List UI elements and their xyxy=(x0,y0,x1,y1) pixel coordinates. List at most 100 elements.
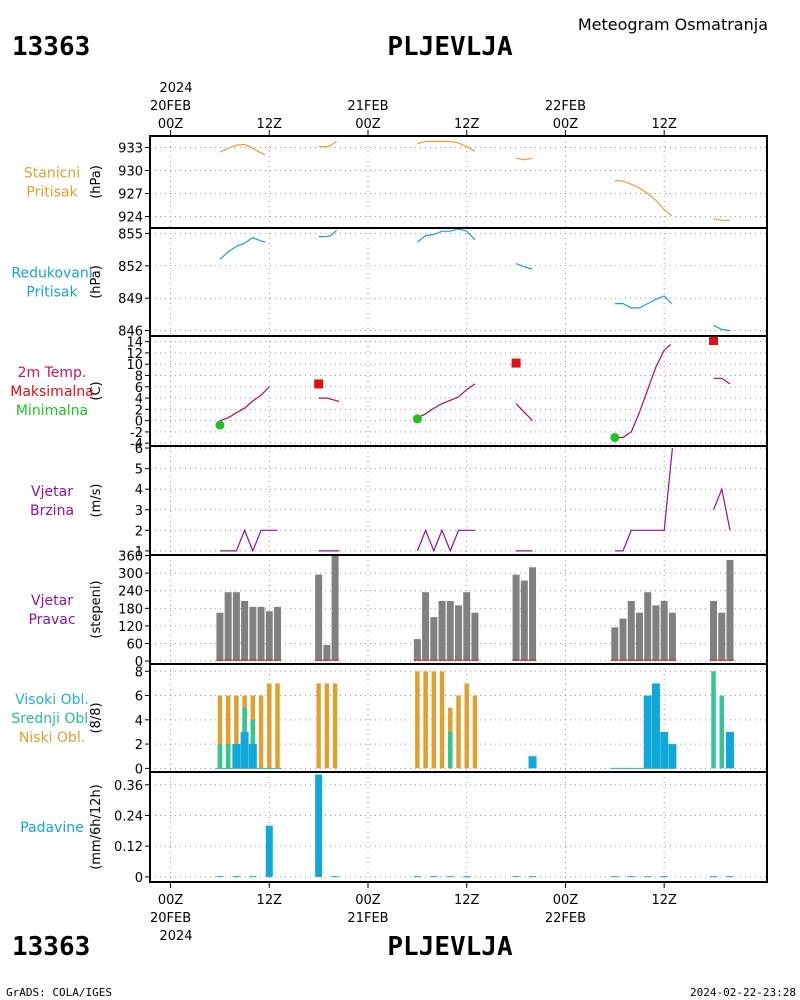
year-bottom: 2024 xyxy=(159,929,192,944)
wind-direction-bar xyxy=(422,592,430,662)
y-axis-label: (mm/6h/12h) xyxy=(89,784,104,870)
y-tick-label: -2 xyxy=(130,426,143,441)
cloud-bar xyxy=(431,671,437,769)
time-axis: 00Z 00Z 20FEB 20FEB 12Z 12Z 00Z 00Z 21FEB 21FEB 12… xyxy=(150,99,677,926)
panel-label: Srednji Obl. xyxy=(11,711,92,727)
series-line xyxy=(614,448,673,552)
series-line xyxy=(416,528,475,553)
series-line xyxy=(219,237,266,260)
y-axis-label: (hPa) xyxy=(89,165,104,199)
precipitation-bar xyxy=(529,876,537,878)
wind-direction-bar xyxy=(635,612,643,662)
cloud-bar xyxy=(232,744,241,769)
panel-label: Redukovani xyxy=(11,266,92,282)
max-temp-marker xyxy=(511,358,521,368)
cloud-bar xyxy=(234,695,239,769)
x-tick-label-top: 00Z xyxy=(553,117,579,132)
cloud-bar xyxy=(225,695,231,769)
cloud-bar xyxy=(464,683,469,769)
precipitation-bar xyxy=(644,876,652,878)
panel-label: Pravac xyxy=(28,612,75,628)
cloud-bar xyxy=(472,695,478,769)
cloud-bar xyxy=(423,671,428,769)
series-line xyxy=(614,179,672,217)
wind-direction-bar xyxy=(652,605,660,662)
series-line xyxy=(713,377,731,385)
cloud-bar xyxy=(316,683,321,769)
precipitation-bar xyxy=(249,876,257,878)
wind-direction-bar xyxy=(611,627,619,662)
x-tick-label-top: 12Z xyxy=(651,117,677,132)
y-tick-label: 10 xyxy=(126,358,143,373)
wind-direction-bar xyxy=(726,559,734,662)
y-axis-label: (C) xyxy=(89,381,104,400)
y-tick-label: 2 xyxy=(135,524,143,539)
cloud-bar xyxy=(643,695,652,769)
y-tick-label: 360 xyxy=(118,550,143,565)
x-tick-label-bottom: 12Z xyxy=(651,893,677,908)
y-tick-label: 4 xyxy=(135,714,143,729)
panel-label: Padavine xyxy=(20,820,84,836)
precipitation-bar xyxy=(446,876,454,878)
y-tick-label: 6 xyxy=(135,381,143,396)
min-temp-marker xyxy=(412,414,422,424)
y-tick-label: 6 xyxy=(135,690,143,705)
y-tick-label: 180 xyxy=(118,602,143,617)
x-date-label-bottom: 22FEB xyxy=(545,911,586,926)
cloud-bar xyxy=(240,731,249,769)
precipitation-bar xyxy=(611,876,619,878)
panel-label: Maksimalna xyxy=(10,384,94,400)
series-line xyxy=(417,383,476,419)
footer-timestamp: 2024-02-22-23:28 xyxy=(690,986,796,999)
y-tick-label: 4 xyxy=(135,483,143,498)
series-line xyxy=(712,487,731,531)
x-tick-label-bottom: 00Z xyxy=(355,893,381,908)
year-top: 2024 xyxy=(159,81,192,96)
cloud-bar xyxy=(217,744,223,769)
series-line xyxy=(219,386,270,422)
x-tick-label-top: 12Z xyxy=(257,117,283,132)
x-date-label-bottom: 21FEB xyxy=(347,911,388,926)
wind-direction-bar xyxy=(413,639,421,662)
series-line xyxy=(417,228,476,243)
y-tick-label: 6 xyxy=(135,442,143,457)
cloud-bar xyxy=(439,671,445,769)
cloud-bar xyxy=(528,756,537,769)
panel-label: Stanicni xyxy=(24,166,80,182)
wind-direction-bar xyxy=(619,618,627,662)
series-line xyxy=(515,263,533,270)
y-tick-label: 240 xyxy=(118,585,143,600)
min-temp-marker xyxy=(215,420,225,430)
wind-direction-bar xyxy=(520,580,528,662)
panel-frame xyxy=(149,135,768,229)
cloud-bar xyxy=(719,695,725,769)
y-tick-label: 4 xyxy=(135,392,143,407)
y-tick-label: 846 xyxy=(118,325,143,340)
y-tick-label: 8 xyxy=(135,665,143,680)
y-axis-label: (stepeni) xyxy=(89,580,104,638)
precipitation-bar xyxy=(660,876,668,878)
wind-direction-bar xyxy=(529,567,537,662)
precipitation-bar xyxy=(232,876,240,878)
panel-frame xyxy=(149,445,768,556)
wind-direction-bar xyxy=(668,612,676,662)
precipitation-bar xyxy=(710,876,718,878)
series-line xyxy=(417,140,476,152)
cloud-bar xyxy=(267,683,272,769)
panel-label: Visoki Obl. xyxy=(15,692,89,708)
panel-wind-direction: 0 60 120 180 240 300 360 (stepeni) Vjetar Pravac xyxy=(28,550,768,670)
wind-direction-bar xyxy=(718,612,726,662)
cloud-bar xyxy=(248,744,257,769)
wind-direction-bar xyxy=(315,574,323,662)
x-tick-label-top: 00Z xyxy=(355,117,381,132)
cloud-bar xyxy=(217,695,223,769)
y-tick-label: 8 xyxy=(135,369,143,384)
series-line xyxy=(614,295,673,309)
precipitation-bar xyxy=(331,876,339,878)
panel-label: Minimalna xyxy=(16,403,88,419)
wind-direction-bar xyxy=(471,612,479,662)
cloud-bar xyxy=(258,695,264,769)
precipitation-bar xyxy=(463,876,471,878)
x-tick-label-bottom: 00Z xyxy=(553,893,579,908)
wind-direction-bar xyxy=(249,606,257,662)
